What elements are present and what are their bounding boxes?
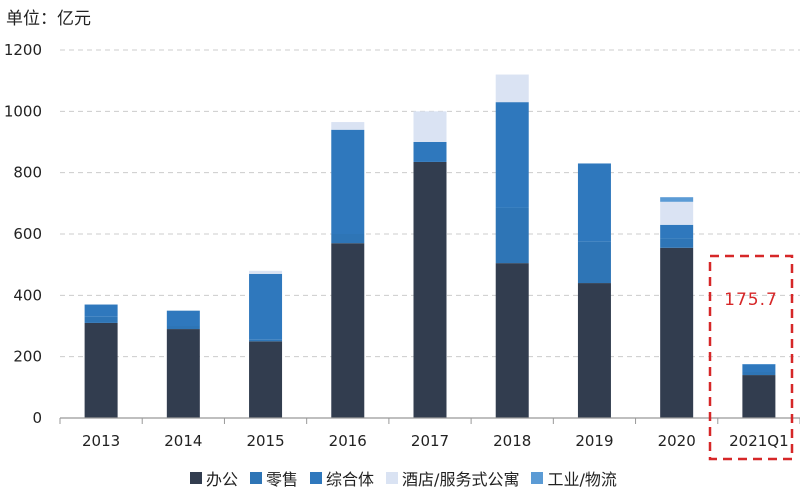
legend-swatch (386, 472, 399, 484)
bar-segment-3-2020 (660, 201, 694, 225)
x-tick-label: 2020 (658, 432, 696, 450)
legend-item: 综合体 (310, 466, 374, 490)
x-tick-label: 2016 (329, 432, 367, 450)
bar-segment-0-2015 (249, 341, 283, 418)
legend-label: 零售 (266, 470, 299, 489)
legend-item: 酒店/服务式公寓 (386, 466, 519, 490)
bar-segment-1-2020 (660, 238, 694, 248)
highlight-box (708, 254, 794, 461)
bar-segment-2-2021Q1 (742, 364, 776, 372)
bar-segment-2-2014 (166, 310, 200, 326)
x-tick-label: 2021Q1 (729, 432, 789, 450)
bars (84, 74, 776, 418)
unit-label: 单位：亿元 (6, 9, 91, 29)
legend: 办公 零售 综合体 酒店/服务式公寓 工业/物流 (190, 466, 617, 490)
annotation-value: 175.7 (724, 290, 778, 310)
legend-label: 工业/物流 (547, 470, 617, 489)
bar-segment-3-2017 (413, 111, 447, 142)
x-tick-label: 2014 (164, 432, 202, 450)
bar-segment-0-2013 (84, 322, 118, 418)
bar-segment-0-2021Q1 (742, 375, 776, 418)
bar-segment-1-2019 (577, 241, 611, 284)
y-tick-label: 0 (32, 409, 42, 427)
y-tick-label: 400 (13, 286, 42, 304)
legend-label: 综合体 (326, 470, 375, 489)
legend-item: 办公 (190, 466, 238, 490)
bar-segment-3-2016 (331, 122, 365, 130)
legend-swatch (310, 472, 323, 484)
legend-label: 办公 (206, 470, 239, 489)
y-tick-label: 200 (13, 348, 42, 366)
bar-segment-2-2017 (413, 142, 447, 162)
legend-item: 工业/物流 (531, 466, 617, 490)
bar-segment-3-2015 (249, 270, 283, 274)
legend-swatch (250, 472, 263, 484)
bar-segment-0-2014 (166, 329, 200, 418)
x-tick-label: 2019 (575, 432, 613, 450)
y-tick-label: 600 (13, 225, 42, 243)
x-tick-label: 2013 (82, 432, 120, 450)
bar-segment-0-2020 (660, 247, 694, 418)
bar-segment-2-2016 (331, 129, 365, 234)
bar-segment-0-2016 (331, 243, 365, 418)
axes: 0 200 400 600 800 1000 1200 2013 2014 2015 2016 201… (4, 41, 800, 450)
bar-segment-0-2019 (577, 283, 611, 418)
bar-segment-0-2018 (495, 263, 529, 418)
bar-segment-3-2018 (495, 74, 529, 103)
y-tick-label: 1000 (4, 102, 42, 120)
bar-segment-0-2017 (413, 161, 447, 418)
bar-segment-4-2020 (660, 197, 694, 202)
bar-segment-1-2016 (331, 234, 365, 244)
legend-swatch (531, 472, 544, 484)
legend-label: 酒店/服务式公寓 (402, 470, 520, 489)
legend-swatch (190, 472, 202, 484)
x-tick-label: 2017 (411, 432, 449, 450)
legend-item: 零售 (250, 466, 298, 490)
bar-segment-2-2019 (577, 163, 611, 242)
bar-segment-1-2015 (249, 339, 283, 342)
bar-segment-2-2013 (84, 304, 118, 317)
bar-segment-2-2015 (249, 273, 283, 340)
bar-segment-1-2021Q1 (742, 372, 776, 376)
x-tick-label: 2015 (246, 432, 284, 450)
bar-segment-2-2018 (495, 102, 529, 208)
bar-segment-1-2013 (84, 316, 118, 323)
y-tick-label: 1200 (4, 41, 42, 59)
bar-segment-1-2014 (166, 326, 200, 330)
x-tick-label: 2018 (493, 432, 531, 450)
bar-segment-4-2021Q1 (742, 364, 776, 365)
bar-segment-1-2018 (495, 207, 529, 264)
bar-segment-2-2020 (660, 224, 694, 239)
y-tick-label: 800 (13, 164, 42, 182)
